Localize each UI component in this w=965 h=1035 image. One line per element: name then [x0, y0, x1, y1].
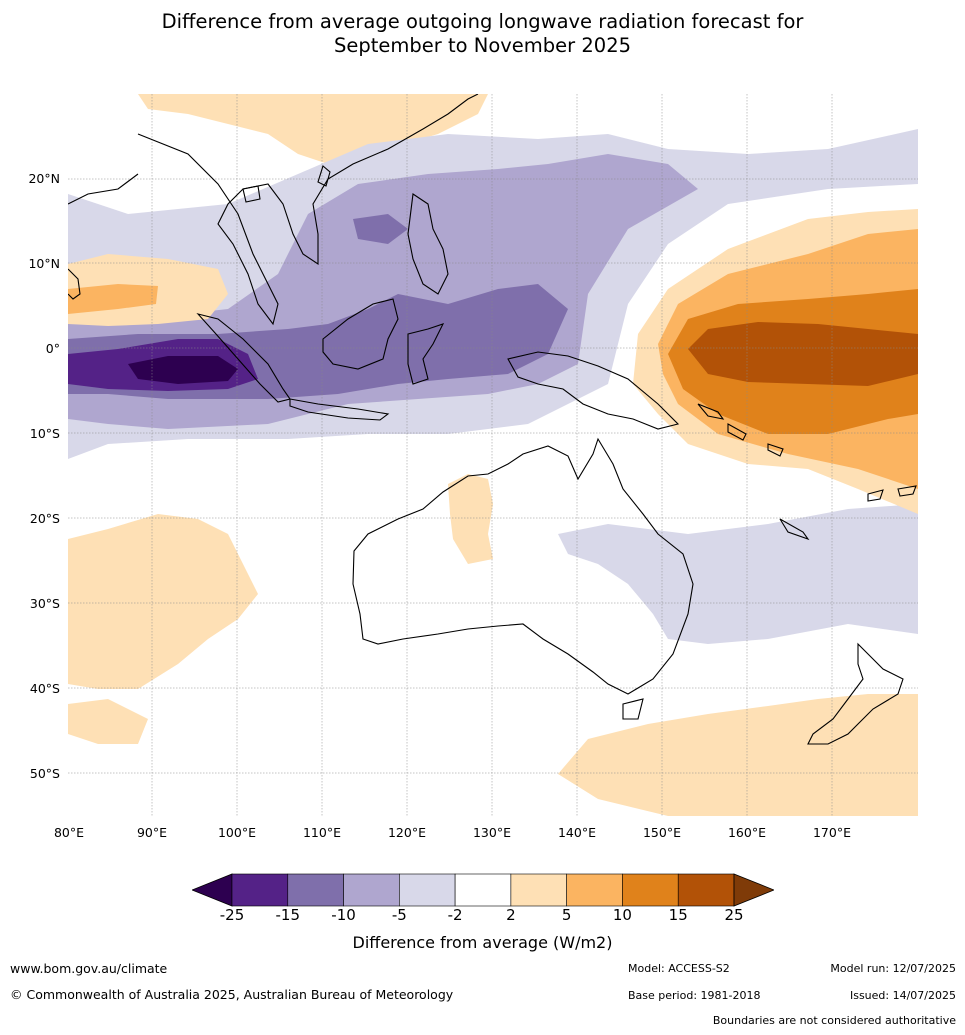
lon-label-110e: 110°E — [302, 825, 341, 840]
olr-anomaly-map — [68, 94, 918, 816]
title-line-1: Difference from average outgoing longwav… — [161, 10, 804, 33]
colorbar-bin — [454, 873, 512, 907]
colorbar-bin — [622, 873, 679, 907]
region-positive-indian-ocean-core — [68, 284, 158, 314]
colorbar-tick-label: -10 — [331, 906, 356, 924]
chart-title: Difference from average outgoing longwav… — [0, 10, 965, 58]
lat-label-50s: 50°S — [29, 766, 60, 781]
region-positive-nw-australia — [448, 474, 493, 564]
lon-label-130e: 130°E — [472, 825, 511, 840]
lon-label-90e: 90°E — [136, 825, 168, 840]
colorbar-tick-label: 5 — [561, 906, 572, 924]
colorbar-bin — [510, 873, 567, 907]
lon-label-80e: 80°E — [53, 825, 85, 840]
title-line-2: September to November 2025 — [333, 34, 632, 57]
colorbar-bin — [287, 873, 344, 907]
lat-label-30s: 30°S — [29, 596, 60, 611]
lat-label-0: 0° — [45, 341, 60, 356]
footer-copyright: © Commonwealth of Australia 2025, Austra… — [10, 987, 454, 1002]
colorbar-bin — [343, 873, 400, 907]
colorbar-bin — [231, 873, 289, 907]
region-positive-southern-ocean-west — [68, 699, 148, 744]
region-negative-light-tasman — [558, 504, 918, 644]
lon-label-140e: 140°E — [557, 825, 596, 840]
footer-model-run: Model run: 12/07/2025 — [830, 962, 956, 975]
footer-disclaimer: Boundaries are not considered authoritat… — [712, 1014, 956, 1027]
colorbar-bin — [677, 873, 735, 907]
lon-label-170e: 170°E — [812, 825, 851, 840]
region-negative-extreme — [128, 356, 238, 384]
lon-label-120e: 120°E — [387, 825, 426, 840]
lat-label-10n: 10°N — [28, 256, 60, 271]
colorbar-tick-label: -5 — [391, 906, 407, 924]
region-positive-north — [138, 94, 488, 164]
colorbar-tick-label: -2 — [447, 906, 463, 924]
footer-issued: Issued: 14/07/2025 — [849, 989, 956, 1002]
map-gridlines — [68, 94, 918, 816]
lat-label-10s: 10°S — [29, 426, 60, 441]
colorbar — [192, 873, 774, 907]
colorbar-extend-high — [733, 873, 774, 907]
colorbar-extend-low — [192, 873, 233, 907]
lat-label-20n: 20°N — [28, 171, 60, 186]
footer-base-period: Base period: 1981-2018 — [628, 989, 761, 1002]
lat-label-20s: 20°S — [29, 511, 60, 526]
lon-label-160e: 160°E — [727, 825, 766, 840]
colorbar-tick-label: 25 — [724, 906, 744, 924]
colorbar-tick-label: -15 — [275, 906, 301, 924]
colorbar-bin — [566, 873, 623, 907]
footer-url: www.bom.gov.au/climate — [10, 961, 168, 976]
region-negative-medium-scs — [353, 214, 408, 244]
colorbar-label: Difference from average (W/m2) — [352, 933, 613, 952]
region-positive-southern-ocean-east — [558, 694, 918, 816]
lat-label-40s: 40°S — [29, 681, 60, 696]
coastlines — [68, 94, 917, 745]
colorbar-tick-label: -25 — [219, 906, 245, 924]
region-positive-pacific-core — [688, 322, 918, 386]
lon-label-150e: 150°E — [642, 825, 681, 840]
region-positive-south-indian — [68, 514, 258, 689]
colorbar-bin — [399, 873, 456, 907]
lon-label-100e: 100°E — [217, 825, 256, 840]
footer-model: Model: ACCESS-S2 — [628, 962, 730, 975]
colorbar-tick-label: 2 — [506, 906, 516, 924]
colorbar-tick-label: 15 — [668, 906, 688, 924]
colorbar-tick-label: 10 — [612, 906, 632, 924]
